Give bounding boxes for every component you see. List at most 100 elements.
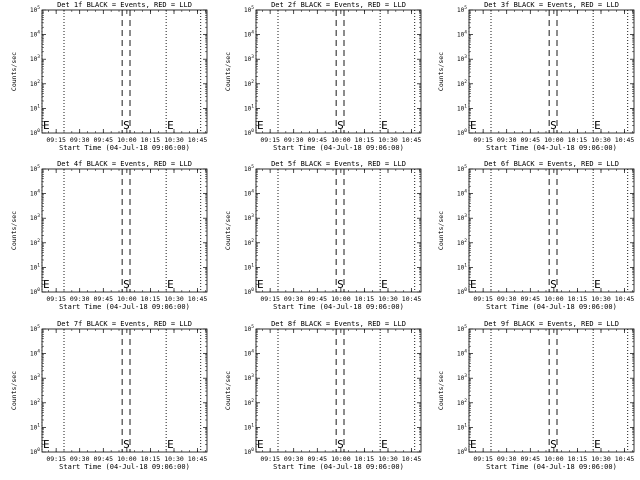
- y-tick-exponent: 4: [464, 189, 467, 195]
- y-tick-label: 102: [457, 398, 467, 407]
- y-tick-label: 105: [244, 324, 254, 333]
- y-tick-exponent: 2: [251, 238, 254, 244]
- y-tick-exponent: 5: [464, 324, 467, 330]
- panel-title: Det 5f BLACK = Events, RED = LLD: [271, 160, 406, 168]
- y-tick-label: 102: [457, 238, 467, 247]
- y-tick-exponent: 2: [464, 79, 467, 85]
- y-tick-exponent: 2: [37, 238, 40, 244]
- y-tick-exponent: 3: [464, 213, 467, 219]
- x-axis-label: Start Time (04-Jul-18 09:06:00): [273, 303, 404, 311]
- y-tick-label: 103: [457, 213, 467, 222]
- x-axis-label: Start Time (04-Jul-18 09:06:00): [486, 144, 617, 152]
- x-tick-label: 10:45: [402, 455, 422, 463]
- x-axis-label: Start Time (04-Jul-18 09:06:00): [59, 144, 190, 152]
- y-tick-exponent: 0: [37, 287, 40, 293]
- y-tick-exponent: 1: [37, 262, 40, 268]
- y-tick-exponent: 4: [37, 30, 40, 36]
- y-tick-label: 101: [244, 422, 254, 431]
- panel-title: Det 1f BLACK = Events, RED = LLD: [57, 1, 192, 9]
- y-tick-exponent: 1: [37, 422, 40, 428]
- y-tick-exponent: 1: [37, 103, 40, 109]
- detector-panel: Det 4f BLACK = Events, RED = LLD10010110…: [10, 160, 207, 311]
- y-tick-exponent: 5: [464, 164, 467, 170]
- y-tick-label: 102: [30, 238, 40, 247]
- y-tick-exponent: 0: [464, 447, 467, 453]
- marker-label: E: [381, 438, 388, 451]
- marker-label: S: [550, 278, 557, 291]
- y-tick-exponent: 3: [251, 373, 254, 379]
- y-tick-label: 101: [30, 103, 40, 112]
- y-tick-exponent: 4: [464, 30, 467, 36]
- y-tick-label: 103: [457, 373, 467, 382]
- detector-panel: Det 8f BLACK = Events, RED = LLD10010110…: [224, 320, 421, 471]
- y-tick-exponent: 3: [37, 54, 40, 60]
- x-tick-label: 10:00: [544, 455, 564, 463]
- x-tick-label: 09:30: [284, 295, 304, 303]
- y-tick-exponent: 0: [251, 287, 254, 293]
- x-tick-label: 10:15: [568, 455, 588, 463]
- y-tick-label: 104: [244, 349, 254, 358]
- panel-title: Det 6f BLACK = Events, RED = LLD: [484, 160, 619, 168]
- y-tick-label: 104: [30, 349, 40, 358]
- marker-label: E: [470, 278, 477, 291]
- x-axis-label: Start Time (04-Jul-18 09:06:00): [486, 303, 617, 311]
- y-tick-label: 103: [244, 213, 254, 222]
- y-tick-exponent: 2: [251, 398, 254, 404]
- x-tick-label: 09:15: [473, 136, 493, 144]
- x-tick-label: 09:30: [70, 136, 90, 144]
- x-tick-label: 09:45: [307, 455, 327, 463]
- y-axis-label: Counts/sec: [437, 52, 445, 91]
- y-tick-label: 103: [457, 54, 467, 63]
- x-tick-label: 09:45: [93, 455, 113, 463]
- y-tick-label: 104: [244, 189, 254, 198]
- y-tick-label: 103: [30, 54, 40, 63]
- y-tick-label: 102: [457, 79, 467, 88]
- x-tick-label: 10:30: [591, 455, 611, 463]
- x-tick-label: 10:30: [164, 136, 184, 144]
- y-tick-label: 105: [30, 324, 40, 333]
- y-axis-label: Counts/sec: [224, 211, 232, 250]
- x-tick-label: 09:15: [260, 455, 280, 463]
- plot-frame: [468, 9, 635, 134]
- y-axis-label: Counts/sec: [10, 371, 18, 410]
- x-tick-label: 09:45: [307, 136, 327, 144]
- y-tick-exponent: 1: [251, 262, 254, 268]
- x-tick-label: 10:15: [141, 295, 161, 303]
- x-tick-label: 09:30: [497, 136, 517, 144]
- y-tick-label: 100: [244, 287, 254, 296]
- marker-label: E: [594, 278, 601, 291]
- x-tick-label: 09:15: [473, 455, 493, 463]
- y-tick-label: 100: [457, 287, 467, 296]
- marker-label: E: [594, 119, 601, 132]
- y-tick-exponent: 4: [464, 349, 467, 355]
- x-tick-label: 10:15: [141, 455, 161, 463]
- y-tick-exponent: 3: [464, 54, 467, 60]
- y-axis-label: Counts/sec: [224, 371, 232, 410]
- y-tick-label: 104: [30, 30, 40, 39]
- y-tick-exponent: 0: [251, 128, 254, 134]
- x-tick-label: 09:45: [520, 295, 540, 303]
- x-tick-label: 10:45: [188, 455, 208, 463]
- x-axis-label: Start Time (04-Jul-18 09:06:00): [59, 463, 190, 471]
- plot-frame: [41, 9, 208, 134]
- y-tick-exponent: 1: [251, 422, 254, 428]
- plot-frame: [255, 168, 422, 293]
- y-tick-exponent: 0: [37, 128, 40, 134]
- y-tick-label: 101: [30, 422, 40, 431]
- plot-frame: [468, 168, 635, 293]
- x-axis-label: Start Time (04-Jul-18 09:06:00): [486, 463, 617, 471]
- detector-panel: Det 7f BLACK = Events, RED = LLD10010110…: [10, 320, 207, 471]
- y-tick-label: 101: [30, 262, 40, 271]
- y-tick-exponent: 3: [251, 213, 254, 219]
- y-tick-exponent: 5: [464, 5, 467, 11]
- y-tick-label: 103: [30, 373, 40, 382]
- y-tick-exponent: 1: [251, 103, 254, 109]
- y-tick-exponent: 2: [37, 79, 40, 85]
- y-tick-label: 104: [244, 30, 254, 39]
- y-tick-exponent: 5: [37, 324, 40, 330]
- marker-label: E: [594, 438, 601, 451]
- marker-label: S: [550, 119, 557, 132]
- y-tick-label: 104: [457, 189, 467, 198]
- x-tick-label: 10:00: [331, 295, 351, 303]
- y-tick-label: 103: [244, 54, 254, 63]
